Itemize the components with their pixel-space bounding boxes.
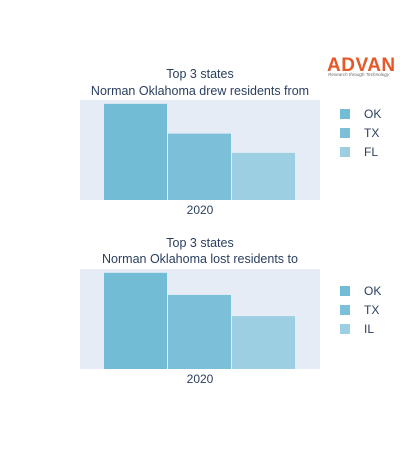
legend-item-ok[interactable]: OK [340, 284, 381, 298]
legend: OK TX IL [340, 284, 381, 336]
bar-tx [168, 294, 231, 369]
legend-swatch [340, 305, 350, 315]
legend-label: TX [364, 303, 379, 317]
legend-item-fl[interactable]: FL [340, 145, 378, 159]
chart-drew-residents-from: Top 3 states Norman Oklahoma drew reside… [80, 67, 381, 217]
legend-item-ok[interactable]: OK [340, 107, 381, 121]
chart-title-line-2: Norman Oklahoma drew residents from [91, 84, 309, 98]
legend-label: TX [364, 126, 379, 140]
logo-name: ADVAN [327, 55, 396, 76]
legend-swatch [340, 286, 350, 296]
chart-lost-residents-to: Top 3 states Norman Oklahoma lost reside… [80, 236, 381, 386]
advan-logo: ADVAN Research through Technology [327, 55, 396, 77]
legend-label: OK [364, 107, 381, 121]
legend-item-tx[interactable]: TX [340, 303, 379, 317]
bar-fl [232, 152, 295, 200]
legend-swatch [340, 324, 350, 334]
bar-tx [168, 133, 231, 200]
bar-ok [104, 272, 167, 369]
chart-title-line-1: Top 3 states [166, 67, 233, 81]
legend-item-tx[interactable]: TX [340, 126, 379, 140]
legend-label: IL [364, 322, 374, 336]
bar-ok [104, 103, 167, 200]
legend-label: OK [364, 284, 381, 298]
chart-title-line-2: Norman Oklahoma lost residents to [102, 252, 298, 266]
legend: OK TX FL [340, 107, 381, 159]
legend-swatch [340, 147, 350, 157]
logo-tagline: Research through Technology [328, 72, 390, 77]
chart-title-line-1: Top 3 states [166, 236, 233, 250]
legend-item-il[interactable]: IL [340, 322, 374, 336]
legend-swatch [340, 128, 350, 138]
x-tick-label: 2020 [187, 203, 214, 217]
legend-swatch [340, 109, 350, 119]
bar-il [232, 316, 295, 369]
x-tick-label: 2020 [187, 372, 214, 386]
legend-label: FL [364, 145, 378, 159]
